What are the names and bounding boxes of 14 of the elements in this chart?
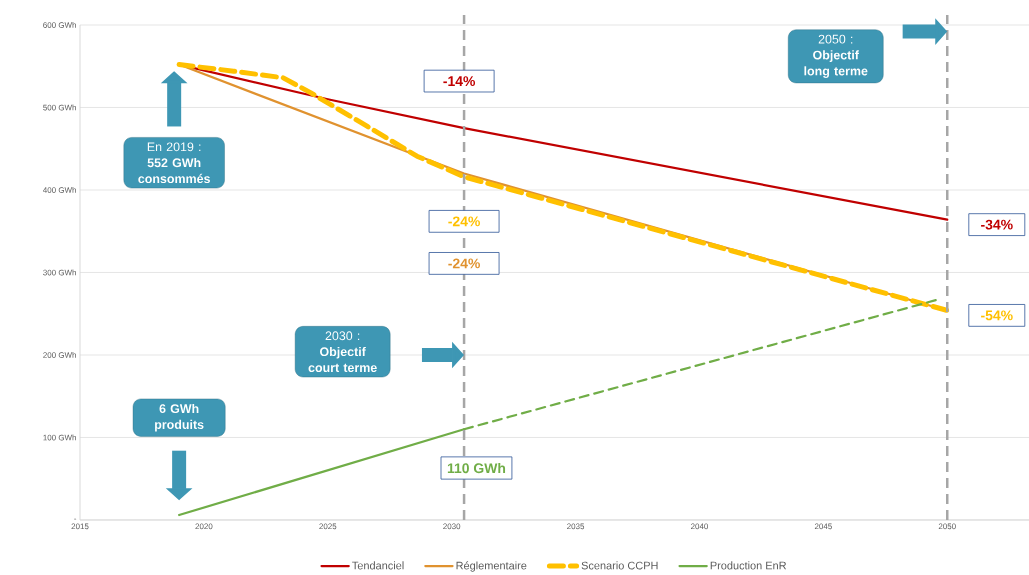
annotation: -54%	[981, 310, 1013, 321]
annotation: 6 GWh produits	[155, 403, 204, 432]
annotation: 2050 : Objectif long terme	[804, 34, 868, 78]
annotation: -24%	[448, 216, 480, 227]
legend-label: Production EnR	[710, 561, 787, 570]
annotation: 2030 : Objectif court terme	[308, 331, 377, 373]
annotation: En 2019 : 552 GWh consommés	[138, 142, 210, 184]
legend-label: Tendanciel	[352, 561, 404, 570]
annotation: -14%	[443, 76, 476, 86]
legend-label: Réglementaire	[456, 561, 527, 572]
annotation: 110 GWh	[447, 462, 506, 474]
annotation: -34%	[981, 219, 1013, 230]
annotation: -24%	[448, 258, 480, 269]
legend-label: Scenario CCPH	[581, 561, 658, 570]
